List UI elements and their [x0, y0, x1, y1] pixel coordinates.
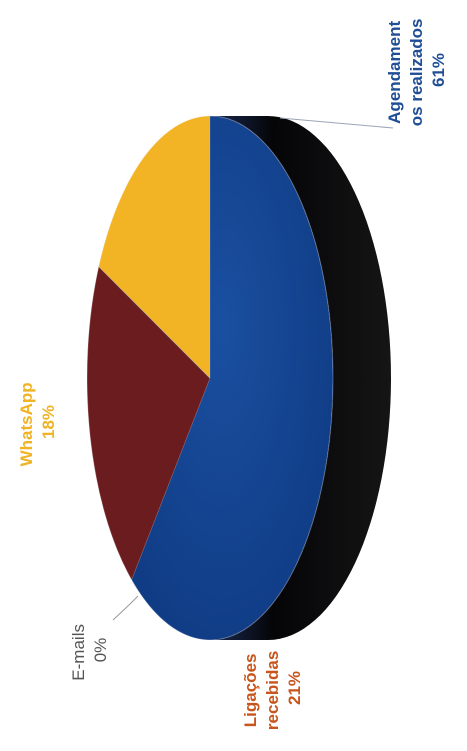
slice-label-whatsapp: WhatsApp 18% — [17, 378, 58, 467]
pie-side-wall — [210, 116, 391, 640]
label-line: os realizados — [407, 19, 426, 127]
label-line: recebidas — [263, 651, 282, 730]
label-line: E-mails — [69, 624, 88, 681]
pie-rim — [86, 115, 334, 641]
svg-text:WhatsApp 18%: WhatsApp 18% — [17, 378, 58, 467]
pie-slice-0 — [131, 115, 334, 641]
slice-label-emails: E-mails 0% — [69, 619, 110, 681]
leader-line-emails — [112, 595, 139, 621]
pie-slice-1 — [86, 265, 211, 581]
svg-text:E-mails 0%: E-mails 0% — [69, 619, 110, 680]
label-line: Agendament — [385, 21, 404, 124]
svg-text:Ligações recebidas: Ligações recebidas 21% — [241, 646, 304, 730]
percent-label: 18% — [39, 405, 58, 439]
label-line: WhatsApp — [17, 382, 36, 466]
slice-label-ligacoes: Ligações recebidas 21% — [241, 646, 304, 730]
label-line: Ligações — [241, 654, 260, 728]
percent-label: 61% — [429, 53, 448, 87]
svg-text:Agendament os realizados: Agendament os realizados 61% — [385, 14, 448, 126]
leader-line-agendamentos — [279, 117, 394, 129]
slice-label-agendamentos: Agendament os realizados 61% — [385, 14, 448, 127]
percent-label: 0% — [91, 638, 110, 663]
pie-group — [86, 115, 391, 641]
percent-label: 21% — [285, 671, 304, 705]
pie-slice-3 — [98, 115, 211, 379]
